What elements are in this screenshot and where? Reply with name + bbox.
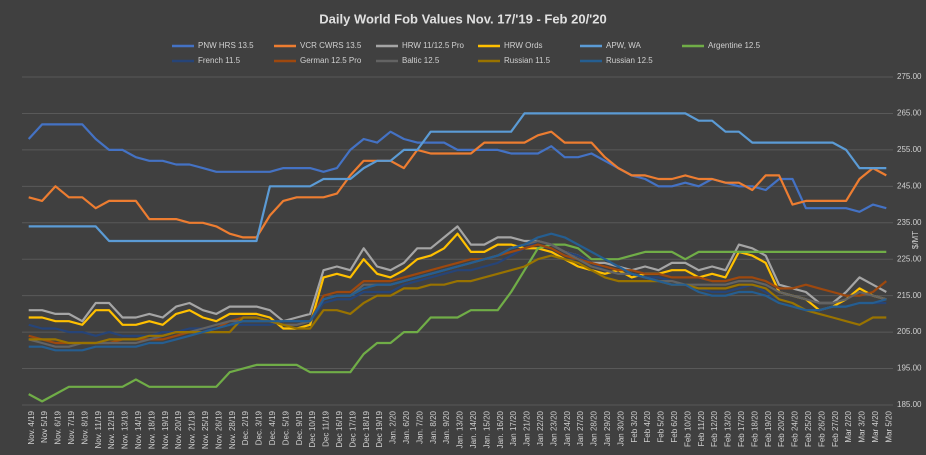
x-tick-label: Dec. 4/19 bbox=[268, 410, 277, 445]
y-tick-label: 275.00 bbox=[897, 72, 922, 81]
x-tick-label: Jan. 15/20 bbox=[482, 410, 491, 448]
y-tick-label: 195.00 bbox=[897, 364, 922, 373]
legend-label: Russian 11.5 bbox=[504, 56, 551, 65]
x-tick-label: Feb 3/20 bbox=[630, 410, 639, 442]
x-tick-label: Jan 30/20 bbox=[616, 410, 625, 446]
x-tick-label: Feb 6/20 bbox=[670, 410, 679, 442]
x-tick-label: Nov. 11/19 bbox=[94, 410, 103, 448]
x-tick-label: Feb 20/20 bbox=[777, 410, 786, 447]
x-tick-label: Jan 23/20 bbox=[549, 410, 558, 446]
x-tick-label: Dec. 9/19 bbox=[295, 410, 304, 445]
x-tick-label: Feb 10/20 bbox=[683, 410, 692, 447]
legend-label: German 12.5 Pro bbox=[300, 56, 362, 65]
x-tick-label: Dec 10/19 bbox=[308, 410, 317, 447]
y-tick-label: 235.00 bbox=[897, 218, 922, 227]
legend-label: French 11.5 bbox=[198, 56, 241, 65]
x-tick-label: Dec. 5/19 bbox=[281, 410, 290, 445]
x-tick-label: Dec 17/19 bbox=[348, 410, 357, 447]
legend-label: APW, WA bbox=[606, 41, 641, 50]
legend-label: PNW HRS 13.5 bbox=[198, 41, 254, 50]
chart-title: Daily World Fob Values Nov. 17/'19 - Feb… bbox=[319, 11, 606, 26]
series-line bbox=[28, 232, 887, 330]
x-tick-label: Nov. 19/19 bbox=[161, 410, 170, 449]
series-line bbox=[28, 243, 887, 345]
x-tick-label: Jan 24/20 bbox=[563, 410, 572, 446]
x-tick-label: Feb 11/20 bbox=[697, 410, 706, 446]
x-tick-label: Mar 2/20 bbox=[844, 410, 853, 442]
x-tick-label: Dec. 3/19 bbox=[255, 410, 264, 445]
legend-label: HRW Ords bbox=[504, 41, 543, 50]
x-tick-label: Jan. 6/20 bbox=[402, 410, 411, 443]
x-tick-label: Dec. 2/19 bbox=[241, 410, 250, 445]
y-tick-label: 185.00 bbox=[897, 400, 922, 409]
x-tick-label: Jan. 14/20 bbox=[469, 410, 478, 448]
y-tick-label: 245.00 bbox=[897, 181, 922, 190]
x-tick-label: Feb 5/20 bbox=[657, 410, 666, 442]
x-tick-label: Jan 21/20 bbox=[523, 410, 532, 446]
x-tick-label: Jan. 8/20 bbox=[429, 410, 438, 443]
x-tick-label: Feb 4/20 bbox=[643, 410, 652, 442]
y-tick-label: 205.00 bbox=[897, 327, 922, 336]
x-tick-label: Feb 18/20 bbox=[750, 410, 759, 447]
legend-label: Argentine 12.5 bbox=[708, 41, 761, 50]
x-tick-label: Jan 22/20 bbox=[536, 410, 545, 446]
x-tick-label: Nov. 13/19 bbox=[121, 410, 130, 449]
series-line bbox=[28, 112, 887, 243]
x-tick-label: Nov. 18/19 bbox=[147, 410, 156, 449]
y-tick-label: 225.00 bbox=[897, 254, 922, 263]
x-tick-label: Feb 19/20 bbox=[764, 410, 773, 447]
x-tick-label: Jan. 7/20 bbox=[415, 410, 424, 443]
series-line bbox=[28, 232, 887, 352]
x-tick-label: Nov 5/19 bbox=[40, 410, 49, 443]
series-line bbox=[28, 243, 887, 403]
x-tick-label: Nov. 26/19 bbox=[214, 410, 223, 449]
x-tick-label: Nov. 25/19 bbox=[201, 410, 210, 449]
x-tick-label: Jan. 9/20 bbox=[442, 410, 451, 443]
legend-label: VCR CWRS 13.5 bbox=[300, 41, 362, 50]
x-tick-label: Jan. 16/20 bbox=[496, 410, 505, 448]
x-tick-label: Jan 27/20 bbox=[576, 410, 585, 446]
x-tick-label: Nov. 6/19 bbox=[54, 410, 63, 444]
y-tick-label: 255.00 bbox=[897, 145, 922, 154]
legend-label: Russian 12.5 bbox=[606, 56, 653, 65]
x-tick-label: Jan. 13/20 bbox=[456, 410, 465, 448]
y-tick-label: 265.00 bbox=[897, 109, 922, 118]
series-line bbox=[28, 225, 887, 323]
x-tick-label: Jan 29/20 bbox=[603, 410, 612, 446]
series-line bbox=[28, 130, 887, 239]
x-tick-label: Dec 18/19 bbox=[362, 410, 371, 447]
x-tick-label: Jan. 2/20 bbox=[389, 410, 398, 443]
x-tick-label: Mar 5/20 bbox=[884, 410, 893, 442]
x-tick-label: Nov. 4/19 bbox=[27, 410, 36, 444]
y-tick-label: 215.00 bbox=[897, 291, 922, 300]
x-tick-label: Dec 11/19 bbox=[322, 410, 331, 446]
x-tick-label: Mar 3/20 bbox=[858, 410, 867, 442]
x-tick-label: Feb 26/20 bbox=[817, 410, 826, 447]
x-tick-label: Nov. 21/19 bbox=[188, 410, 197, 449]
legend-label: Baltic 12.5 bbox=[402, 56, 440, 65]
series-line bbox=[28, 254, 887, 345]
x-tick-label: Feb 13/20 bbox=[724, 410, 733, 447]
x-tick-label: Nov. 7/19 bbox=[67, 410, 76, 444]
legend-label: HRW 11/12.5 Pro bbox=[402, 41, 465, 50]
series-line bbox=[28, 239, 887, 337]
x-tick-label: Feb 12/20 bbox=[710, 410, 719, 447]
x-tick-label: Nov. 12/19 bbox=[107, 410, 116, 449]
x-tick-label: Jan 17/20 bbox=[509, 410, 518, 446]
x-tick-label: Feb 17/20 bbox=[737, 410, 746, 447]
x-tick-label: Feb 27/20 bbox=[831, 410, 840, 447]
x-tick-label: Dec 19/19 bbox=[375, 410, 384, 447]
x-tick-label: Feb 25/20 bbox=[804, 410, 813, 447]
x-tick-label: Nov. 14/19 bbox=[134, 410, 143, 449]
x-tick-label: Nov. 8/19 bbox=[80, 410, 89, 444]
x-tick-label: Dec 16/19 bbox=[335, 410, 344, 447]
x-tick-label: Mar 4/20 bbox=[871, 410, 880, 442]
x-tick-label: Nov. 20/19 bbox=[174, 410, 183, 449]
x-tick-label: Feb 24/20 bbox=[791, 410, 800, 447]
x-tick-label: Nov. 28/19 bbox=[228, 410, 237, 449]
x-tick-label: Jan 28/20 bbox=[590, 410, 599, 446]
y-axis-label: $/MT bbox=[911, 231, 920, 249]
